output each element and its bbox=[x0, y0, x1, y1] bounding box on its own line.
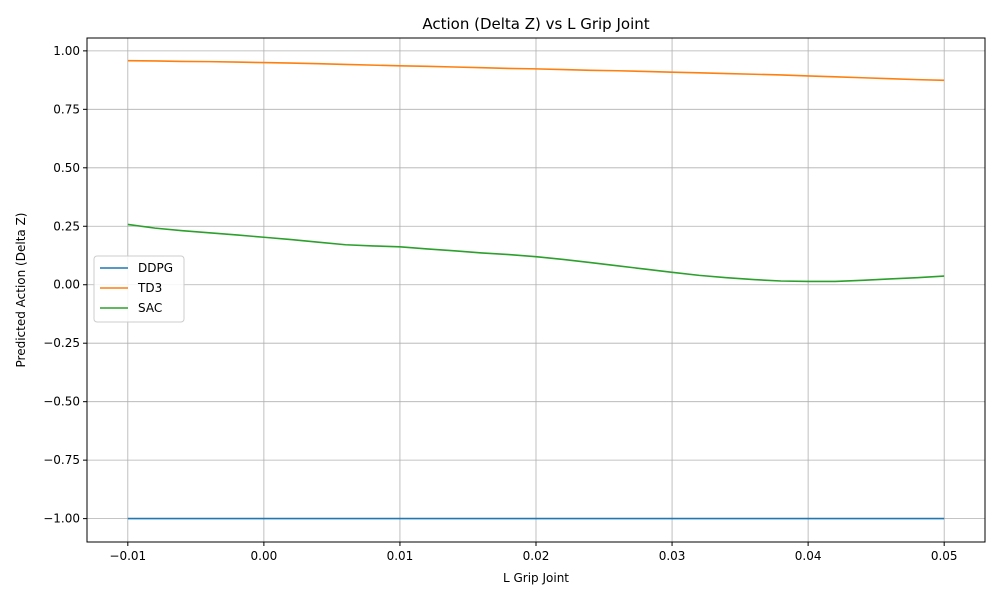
legend-box bbox=[93, 255, 185, 323]
legend-label-td3: TD3 bbox=[137, 281, 162, 295]
x-tick-label: 0.04 bbox=[795, 549, 822, 563]
x-tick-label: 0.00 bbox=[251, 549, 278, 563]
y-tick-label: 0.50 bbox=[53, 161, 80, 175]
x-tick-label: 0.05 bbox=[931, 549, 958, 563]
x-tick-label: 0.03 bbox=[659, 549, 686, 563]
y-tick-label: −0.25 bbox=[43, 336, 80, 350]
y-tick-label: −0.50 bbox=[43, 395, 80, 409]
x-tick-label: 0.01 bbox=[387, 549, 414, 563]
series-line-sac bbox=[127, 223, 945, 283]
y-tick-label: 0.25 bbox=[53, 219, 80, 233]
x-axis-label: L Grip Joint bbox=[503, 571, 569, 585]
x-tick-label: 0.02 bbox=[523, 549, 550, 563]
chart-title: Action (Delta Z) vs L Grip Joint bbox=[422, 15, 649, 33]
y-axis-label: Predicted Action (Delta Z) bbox=[14, 213, 28, 368]
series-lines bbox=[127, 59, 945, 520]
x-tick-label: −0.01 bbox=[109, 549, 146, 563]
y-tick-label: 0.75 bbox=[53, 102, 80, 116]
legend-label-ddpg: DDPG bbox=[138, 261, 173, 275]
legend-label-sac: SAC bbox=[138, 301, 162, 315]
series-line-td3 bbox=[127, 59, 945, 82]
y-ticks: −1.00 −0.75 −0.50 −0.25 0.00 0.25 0.50 0.75 1.00 bbox=[43, 44, 87, 526]
y-tick-label: −0.75 bbox=[43, 453, 80, 467]
y-tick-label: −1.00 bbox=[43, 512, 80, 526]
y-tick-label: 1.00 bbox=[53, 44, 80, 58]
legend: DDPG TD3 SAC bbox=[93, 255, 185, 323]
x-ticks: −0.01 0.00 0.01 0.02 0.03 0.04 0.05 bbox=[109, 542, 958, 563]
y-tick-label: 0.00 bbox=[53, 278, 80, 292]
